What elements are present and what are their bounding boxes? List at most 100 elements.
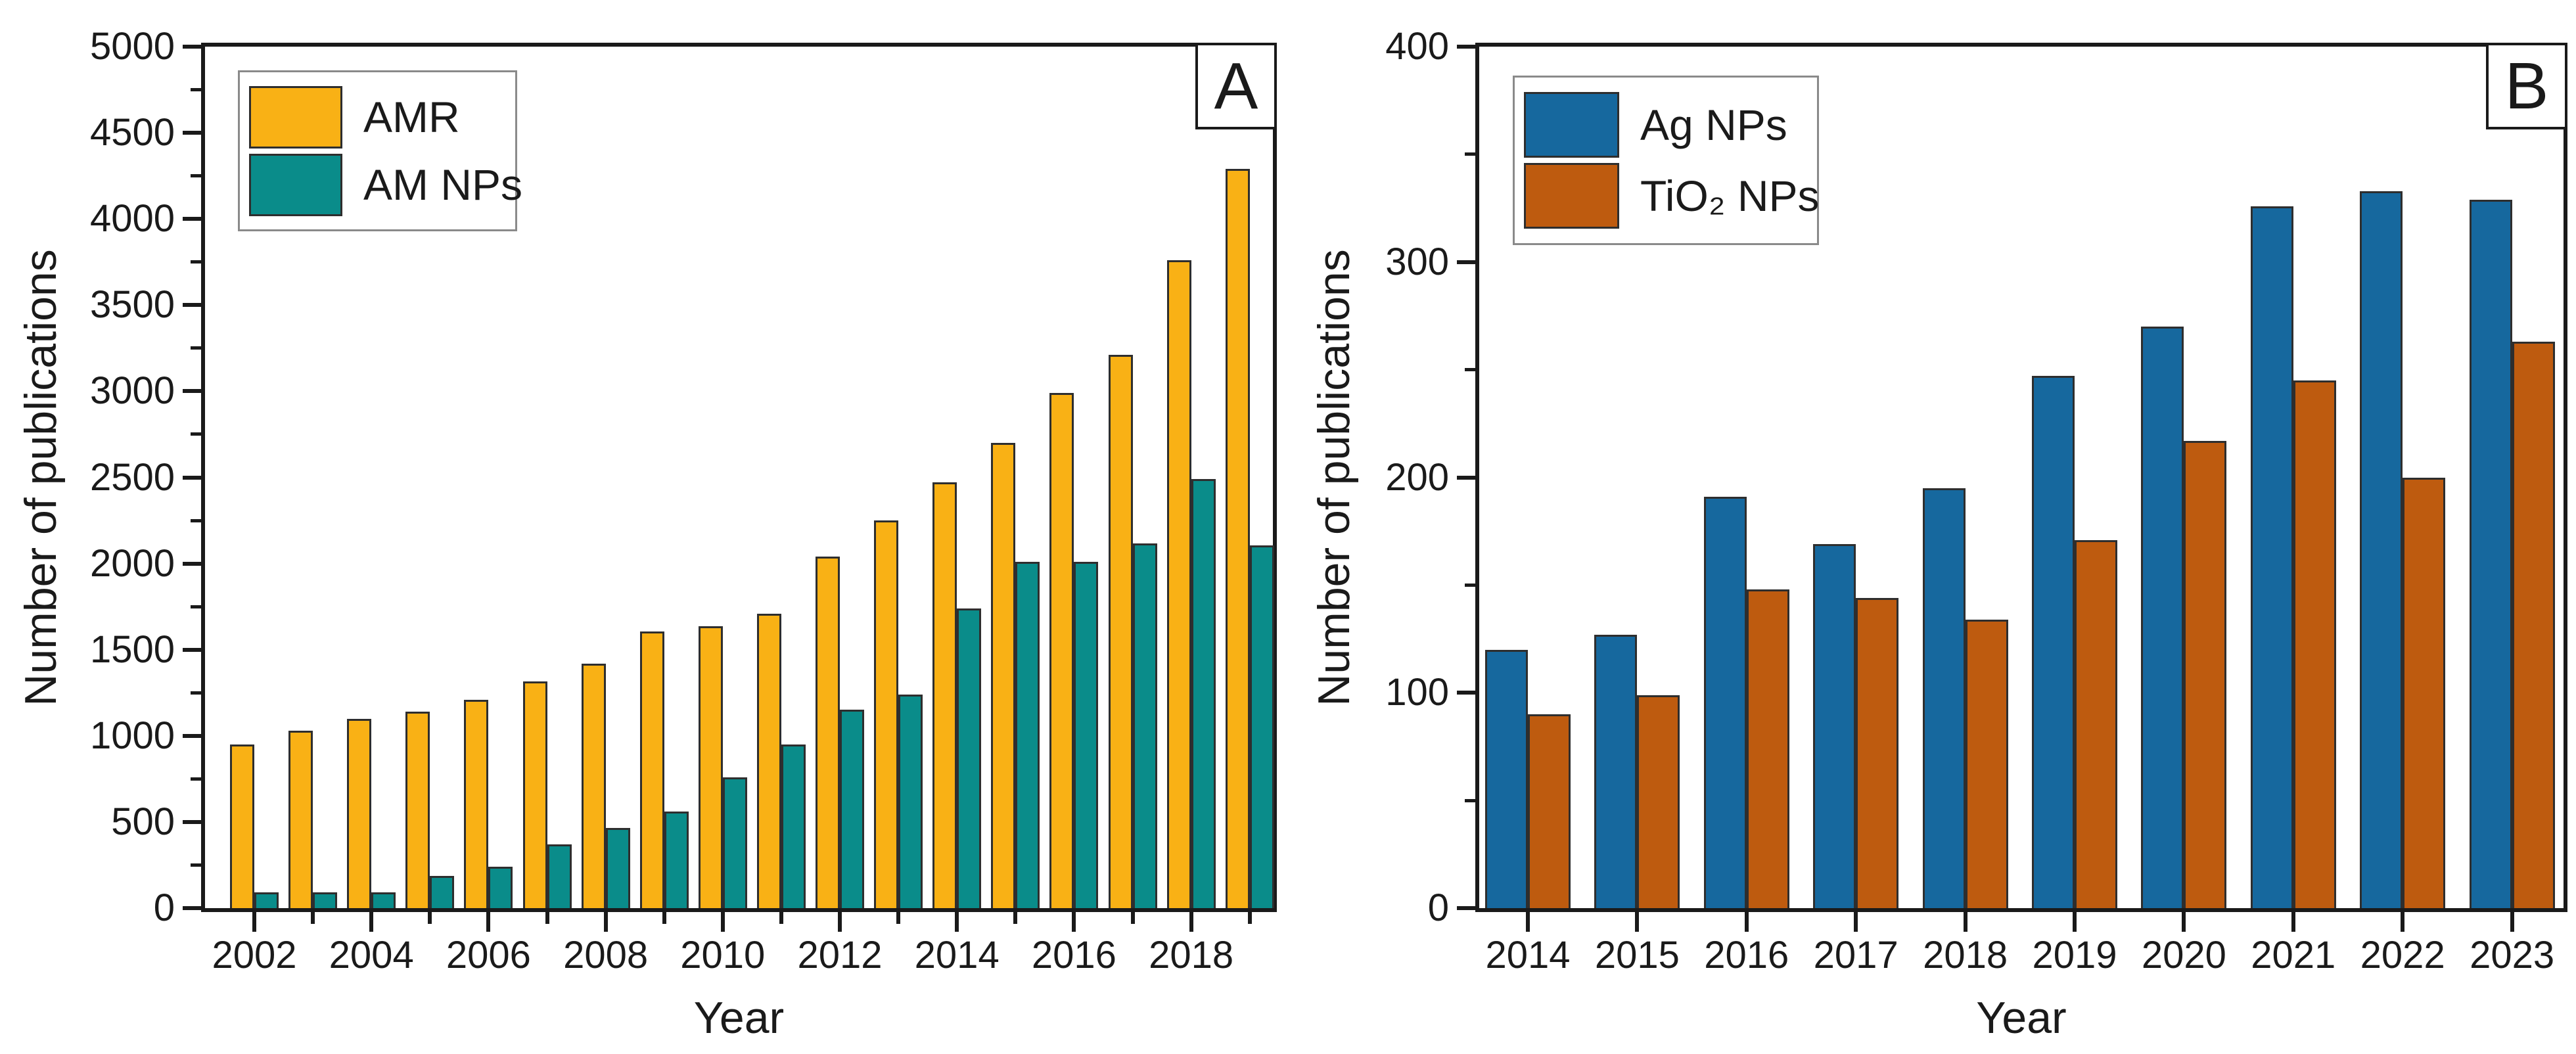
y-tick-b-0 [1457, 906, 1475, 910]
bar-ag-nps-2023 [2469, 199, 2512, 908]
x-tick-label-b-2018: 2018 [1923, 934, 2008, 976]
y-tick-a-5000 [183, 45, 201, 49]
y-tick-a-3000 [183, 389, 201, 394]
bar-tio-nps-2014 [1528, 714, 1571, 908]
bar-amr-2010 [698, 626, 723, 908]
y-tick-label-a-3500: 3500 [89, 283, 175, 327]
y-axis-title-a: Number of publications [16, 248, 66, 706]
bar-amr-2012 [816, 557, 840, 908]
bar-am-nps-2017 [1132, 543, 1157, 908]
legend-label-amr: AMR [363, 93, 460, 141]
y-tick-a-2000 [183, 561, 201, 566]
x-tick-a-2008 [603, 912, 608, 932]
x-axis-title-a: Year [693, 993, 785, 1043]
bar-amr-2011 [756, 613, 781, 908]
x-tick-label-a-2012: 2012 [797, 934, 883, 976]
bar-ag-nps-2015 [1594, 634, 1638, 908]
x-tick-label-a-2014: 2014 [914, 934, 1000, 976]
y-tick-b-350 [1465, 152, 1475, 156]
legend-label-am-nps: AM NPs [363, 160, 523, 209]
bar-amr-2019 [1225, 169, 1250, 908]
legend-label-ag-nps: Ag NPs [1640, 101, 1787, 149]
x-tick-a-2012 [838, 912, 842, 932]
y-tick-label-a-1500: 1500 [89, 628, 175, 671]
bar-amr-2018 [1166, 260, 1191, 908]
bar-amr-2014 [932, 482, 957, 908]
x-tick-a-2010 [720, 912, 725, 932]
bar-tio-nps-2023 [2512, 342, 2555, 908]
y-tick-label-a-1000: 1000 [89, 714, 175, 757]
legend-swatch-amr [249, 85, 342, 149]
x-tick-label-a-2006: 2006 [446, 934, 531, 976]
y-tick-a-750 [191, 777, 201, 781]
x-tick-b-2015 [1635, 912, 1640, 932]
bar-amr-2003 [288, 730, 313, 908]
bar-tio-nps-2018 [1965, 619, 2008, 908]
bar-am-nps-2006 [488, 867, 513, 908]
y-tick-a-2250 [191, 518, 201, 522]
bar-amr-2008 [581, 663, 606, 908]
x-tick-b-2023 [2510, 912, 2514, 932]
y-axis-title-b: Number of publications [1309, 248, 1359, 706]
plot-area-a [201, 43, 1277, 912]
x-tick-a-2017 [1130, 912, 1135, 924]
bar-tio-nps-2022 [2403, 477, 2446, 908]
y-tick-a-0 [183, 906, 201, 910]
x-tick-b-2017 [1854, 912, 1858, 932]
y-tick-label-b-100: 100 [1385, 671, 1449, 714]
legend-row-a-1: AM NPs [249, 153, 522, 216]
y-tick-label-a-4500: 4500 [89, 111, 175, 154]
y-tick-label-b-400: 400 [1385, 25, 1449, 68]
y-tick-b-300 [1457, 260, 1475, 264]
bar-ag-nps-2022 [2360, 191, 2403, 908]
legend-swatch-ag-nps [1524, 92, 1619, 158]
y-tick-b-200 [1457, 475, 1475, 480]
y-tick-b-400 [1457, 45, 1475, 49]
x-tick-label-b-2015: 2015 [1594, 934, 1680, 976]
x-tick-label-b-2016: 2016 [1704, 934, 1789, 976]
legend-swatch-tio-nps [1524, 163, 1619, 229]
x-tick-label-b-2019: 2019 [2032, 934, 2117, 976]
y-tick-a-3500 [183, 303, 201, 308]
bar-tio-nps-2021 [2293, 380, 2336, 908]
bar-tio-nps-2015 [1637, 695, 1680, 908]
legend-row-a-0: AMR [249, 85, 515, 149]
bar-amr-2009 [639, 631, 664, 908]
x-tick-a-2011 [779, 912, 783, 924]
y-tick-a-250 [191, 863, 201, 867]
x-tick-a-2009 [662, 912, 666, 924]
x-tick-label-b-2014: 2014 [1485, 934, 1571, 976]
bar-amr-2006 [464, 699, 489, 908]
bar-am-nps-2004 [371, 892, 396, 908]
y-tick-label-a-2500: 2500 [89, 455, 175, 499]
x-tick-b-2016 [1744, 912, 1749, 932]
bar-am-nps-2011 [781, 744, 806, 908]
y-tick-a-500 [183, 819, 201, 824]
y-tick-a-4000 [183, 217, 201, 221]
bar-ag-nps-2017 [1813, 544, 1856, 908]
x-tick-label-a-2008: 2008 [563, 934, 649, 976]
bar-tio-nps-2016 [1746, 589, 1789, 908]
bar-amr-2004 [347, 718, 372, 908]
y-tick-b-50 [1465, 798, 1475, 802]
y-tick-label-b-200: 200 [1385, 455, 1449, 499]
bar-amr-2002 [230, 744, 254, 908]
legend-a: AMR AM NPs [238, 70, 522, 231]
y-tick-a-4250 [191, 174, 201, 178]
x-tick-label-b-2023: 2023 [2470, 934, 2555, 976]
x-tick-a-2003 [311, 912, 315, 924]
y-tick-a-2500 [183, 475, 201, 480]
bar-am-nps-2018 [1191, 479, 1216, 908]
x-tick-a-2016 [1072, 912, 1076, 932]
bar-am-nps-2019 [1249, 545, 1274, 908]
bar-am-nps-2013 [898, 694, 923, 908]
legend-label-tio-nps: TiO₂ NPs [1640, 172, 1820, 220]
bar-ag-nps-2016 [1703, 496, 1747, 908]
x-tick-label-b-2017: 2017 [1813, 934, 1898, 976]
x-tick-b-2020 [2182, 912, 2186, 932]
bar-am-nps-2009 [664, 812, 689, 908]
x-tick-a-2019 [1247, 912, 1252, 924]
y-tick-label-a-2000: 2000 [89, 541, 175, 585]
bar-amr-2007 [522, 681, 547, 908]
